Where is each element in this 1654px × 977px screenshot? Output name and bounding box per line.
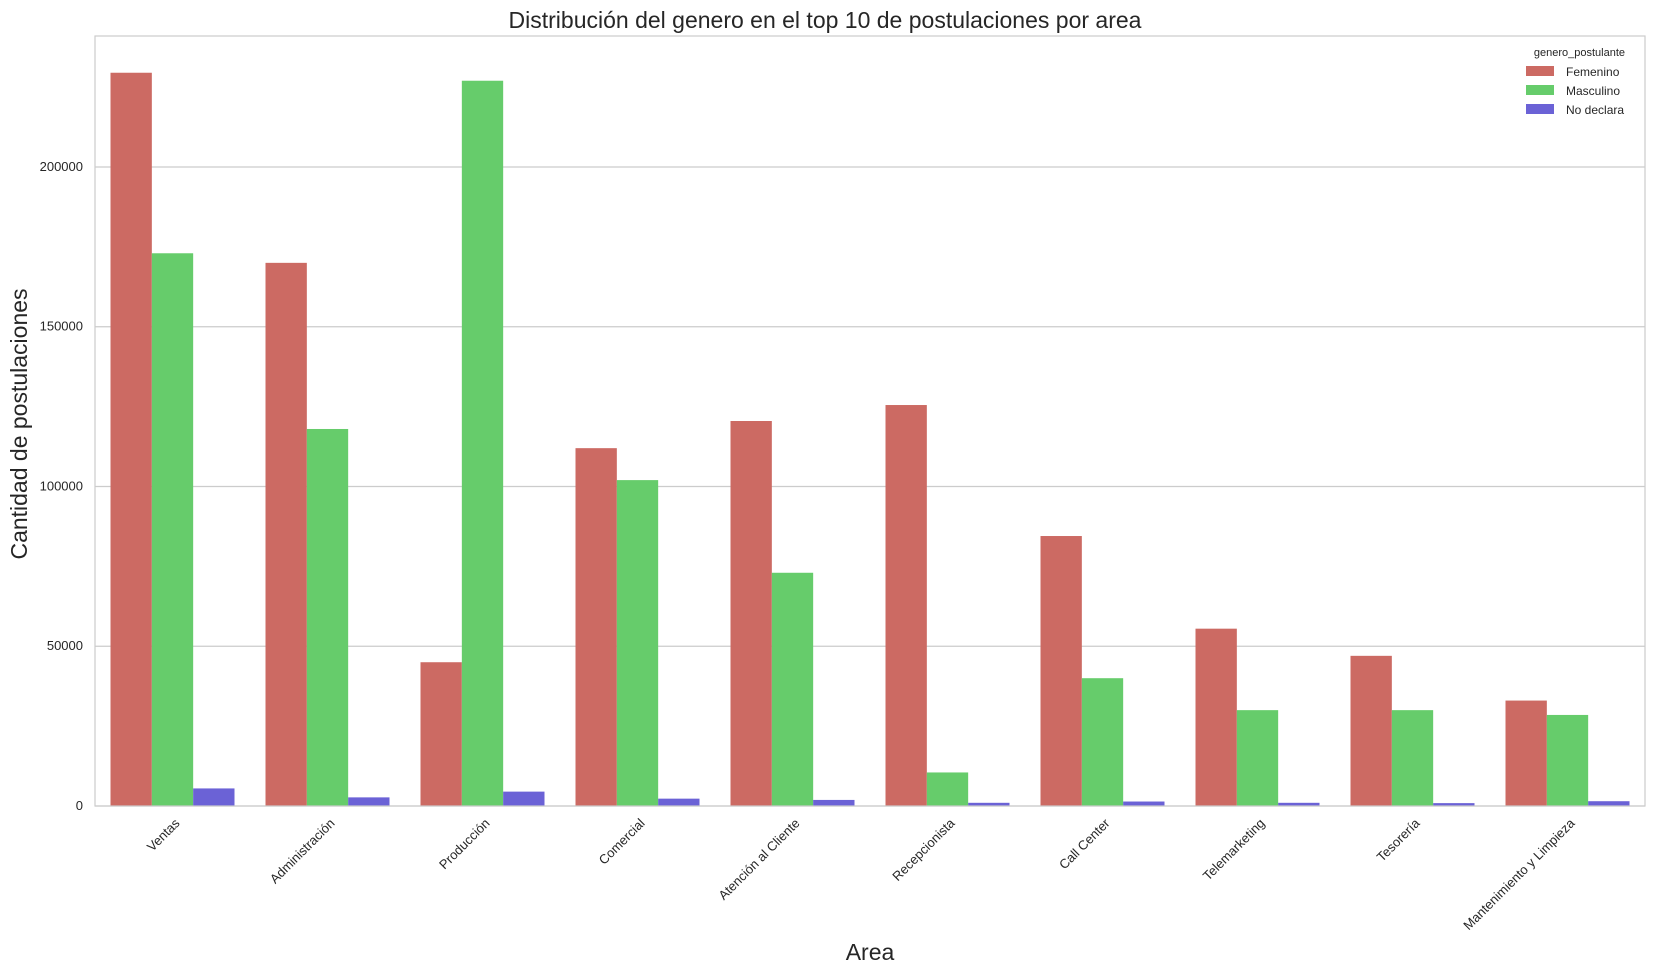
y-tick-labels: 0 50000 100000 150000 200000: [40, 159, 83, 813]
x-tick-label: Administración: [267, 816, 338, 887]
legend-swatch: [1526, 66, 1554, 76]
y-axis-label: Cantidad de postulaciones: [6, 288, 32, 559]
x-tick-label: Ventas: [144, 815, 183, 854]
bar: [1350, 655, 1392, 806]
bar: [575, 448, 617, 806]
bar: [1236, 710, 1279, 806]
x-tick-label: Recepcionista: [889, 815, 958, 884]
bar: [926, 772, 969, 806]
bar: [1588, 801, 1630, 806]
x-axis-label: Area: [846, 939, 895, 965]
y-tick-label: 200000: [40, 159, 83, 174]
bar: [730, 421, 772, 806]
bar: [1433, 803, 1475, 806]
legend-swatch: [1526, 85, 1554, 95]
y-tick-label: 50000: [47, 638, 83, 653]
y-tick-label: 100000: [40, 478, 83, 493]
bar: [348, 797, 390, 806]
chart-title: Distribución del genero en el top 10 de …: [509, 7, 1142, 33]
bar: [306, 428, 349, 806]
bar: [1081, 678, 1124, 806]
legend-title: genero_postulante: [1534, 47, 1625, 59]
bar: [616, 480, 659, 806]
bar: [771, 572, 814, 806]
bar: [461, 80, 504, 807]
bar: [1040, 536, 1082, 806]
bar: [193, 788, 235, 806]
x-tick-label: Atención al Cliente: [715, 816, 802, 903]
y-tick-label: 0: [76, 798, 83, 813]
bar: [1505, 700, 1547, 806]
legend-entry: Femenino: [1566, 65, 1620, 79]
x-tick-label: Tesorería: [1374, 815, 1423, 864]
x-tick-label: Mantenimiento y Limpieza: [1460, 815, 1578, 933]
bar: [420, 662, 462, 806]
bar: [1278, 802, 1320, 806]
legend-entry: No declara: [1566, 103, 1624, 117]
bar: [813, 799, 855, 806]
x-tick-label: Telemarketing: [1200, 816, 1268, 884]
x-tick-label: Call Center: [1056, 815, 1113, 872]
bar: [265, 262, 307, 807]
bar: [503, 791, 545, 806]
bar: [151, 253, 194, 806]
bar: [1123, 801, 1165, 806]
bar: [658, 798, 700, 806]
legend-swatch: [1526, 104, 1554, 114]
bar: [1391, 710, 1434, 806]
bar: [1546, 714, 1589, 806]
bar: [968, 802, 1010, 806]
bars: [110, 72, 1630, 807]
x-tick-label: Comercial: [596, 815, 648, 867]
x-tick-label: Producción: [436, 816, 493, 873]
bar: [110, 72, 152, 806]
legend: genero_postulante Femenino Masculino No de…: [1526, 47, 1625, 117]
plot-frame: [94, 35, 1646, 807]
y-tick-label: 150000: [40, 319, 83, 334]
legend-entry: Masculino: [1566, 84, 1620, 98]
bar: [1195, 628, 1237, 806]
x-tick-labels: Ventas Administración Producción Comercial A…: [144, 815, 1578, 933]
bar: [885, 405, 927, 806]
